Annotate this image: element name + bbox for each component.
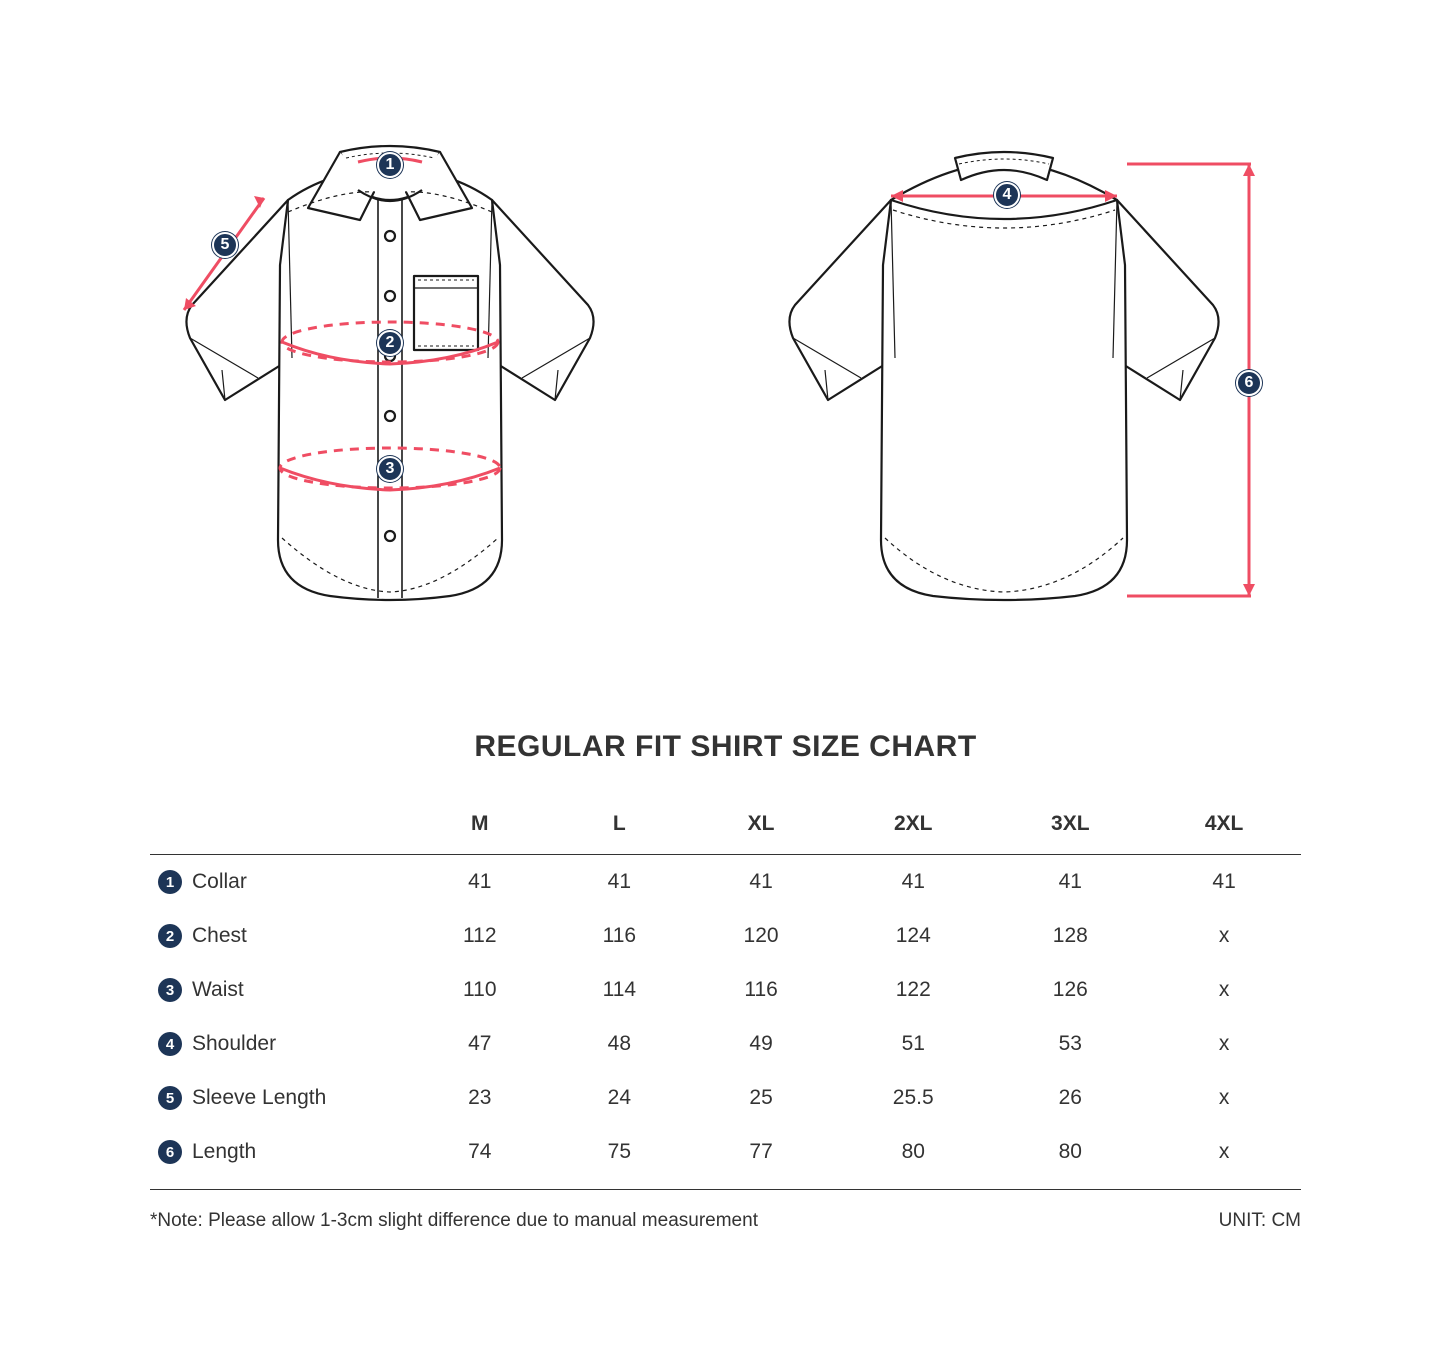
size-cell: 77 (689, 1125, 833, 1179)
size-cell: x (1147, 909, 1301, 963)
footer-row: *Note: Please allow 1-3cm slight differe… (150, 1189, 1301, 1232)
shirt-diagram-area: 1 2 3 5 (150, 140, 1301, 670)
size-cell: 53 (993, 1017, 1147, 1071)
size-cell: 41 (550, 855, 690, 910)
size-cell: 126 (993, 963, 1147, 1017)
row-label: Waist (192, 978, 244, 1002)
size-cell: 24 (550, 1071, 690, 1125)
row-number-badge: 3 (158, 978, 182, 1002)
size-cell: 41 (833, 855, 993, 910)
size-cell: x (1147, 1071, 1301, 1125)
table-row: 3 Waist 110114116122126x (150, 963, 1301, 1017)
table-row: 2 Chest 112116120124128x (150, 909, 1301, 963)
size-cell: 124 (833, 909, 993, 963)
size-cell: 23 (410, 1071, 550, 1125)
shirt-front-svg (170, 140, 610, 610)
size-cell: x (1147, 1125, 1301, 1179)
size-cell: x (1147, 963, 1301, 1017)
row-number-badge: 6 (158, 1140, 182, 1164)
collar-badge: 1 (377, 152, 403, 178)
size-cell: 41 (1147, 855, 1301, 910)
size-chart-page: 1235 (0, 0, 1451, 1351)
size-cell: 116 (550, 909, 690, 963)
size-cell: 116 (689, 963, 833, 1017)
size-column-header: L (550, 794, 690, 855)
size-column-header: 4XL (1147, 794, 1301, 855)
shirt-back-illustration: 46 (741, 140, 1281, 610)
size-chart-header: MLXL2XL3XL4XL (150, 794, 1301, 855)
size-cell: 74 (410, 1125, 550, 1179)
size-cell: 80 (833, 1125, 993, 1179)
size-cell: 128 (993, 909, 1147, 963)
chart-title: REGULAR FIT SHIRT SIZE CHART (150, 730, 1301, 764)
row-label-cell: 1 Collar (150, 855, 410, 910)
size-cell: 120 (689, 909, 833, 963)
size-column-header: M (410, 794, 550, 855)
row-number-badge: 2 (158, 924, 182, 948)
size-cell: 75 (550, 1125, 690, 1179)
row-label: Collar (192, 870, 247, 894)
size-cell: 122 (833, 963, 993, 1017)
size-cell: 47 (410, 1017, 550, 1071)
header-blank (150, 794, 410, 855)
row-label-cell: 5 Sleeve Length (150, 1071, 410, 1125)
measurement-note: *Note: Please allow 1-3cm slight differe… (150, 1210, 758, 1232)
table-row: 5 Sleeve Length 23242525.526x (150, 1071, 1301, 1125)
size-cell: 41 (410, 855, 550, 910)
size-cell: 41 (689, 855, 833, 910)
waist-badge: 3 (377, 456, 403, 482)
size-chart-table: MLXL2XL3XL4XL 1Collar4141414141412Chest1… (150, 794, 1301, 1179)
size-cell: 49 (689, 1017, 833, 1071)
size-column-header: XL (689, 794, 833, 855)
size-cell: 41 (993, 855, 1147, 910)
shirt-front-illustration: 1 2 3 5 (170, 140, 610, 610)
size-column-header: 3XL (993, 794, 1147, 855)
shirt-back-svg (741, 140, 1281, 610)
table-row: 4 Shoulder 4748495153x (150, 1017, 1301, 1071)
row-number-badge: 1 (158, 870, 182, 894)
size-cell: 48 (550, 1017, 690, 1071)
size-cell: 25 (689, 1071, 833, 1125)
row-label: Shoulder (192, 1032, 276, 1056)
row-label: Length (192, 1140, 256, 1164)
size-cell: 25.5 (833, 1071, 993, 1125)
size-cell: 110 (410, 963, 550, 1017)
row-label: Sleeve Length (192, 1086, 326, 1110)
size-cell: 114 (550, 963, 690, 1017)
unit-label: UNIT: CM (1219, 1210, 1301, 1232)
sleeve-badge: 5 (212, 232, 238, 258)
row-label-cell: 4 Shoulder (150, 1017, 410, 1071)
size-chart-body: 1Collar4141414141412Chest112116120124128… (150, 855, 1301, 1180)
table-row: 1Collar414141414141 (150, 855, 1301, 910)
row-label: Chest (192, 924, 247, 948)
row-label-cell: 6 Length (150, 1125, 410, 1179)
size-cell: 26 (993, 1071, 1147, 1125)
size-cell: 112 (410, 909, 550, 963)
size-cell: 51 (833, 1017, 993, 1071)
size-column-header: 2XL (833, 794, 993, 855)
chest-badge: 2 (377, 330, 403, 356)
size-cell: x (1147, 1017, 1301, 1071)
row-number-badge: 5 (158, 1086, 182, 1110)
row-number-badge: 4 (158, 1032, 182, 1056)
table-row: 6Length7475778080x (150, 1125, 1301, 1179)
size-cell: 80 (993, 1125, 1147, 1179)
row-label-cell: 2 Chest (150, 909, 410, 963)
row-label-cell: 3 Waist (150, 963, 410, 1017)
shoulder-badge: 4 (994, 182, 1020, 208)
length-badge: 6 (1236, 370, 1262, 396)
